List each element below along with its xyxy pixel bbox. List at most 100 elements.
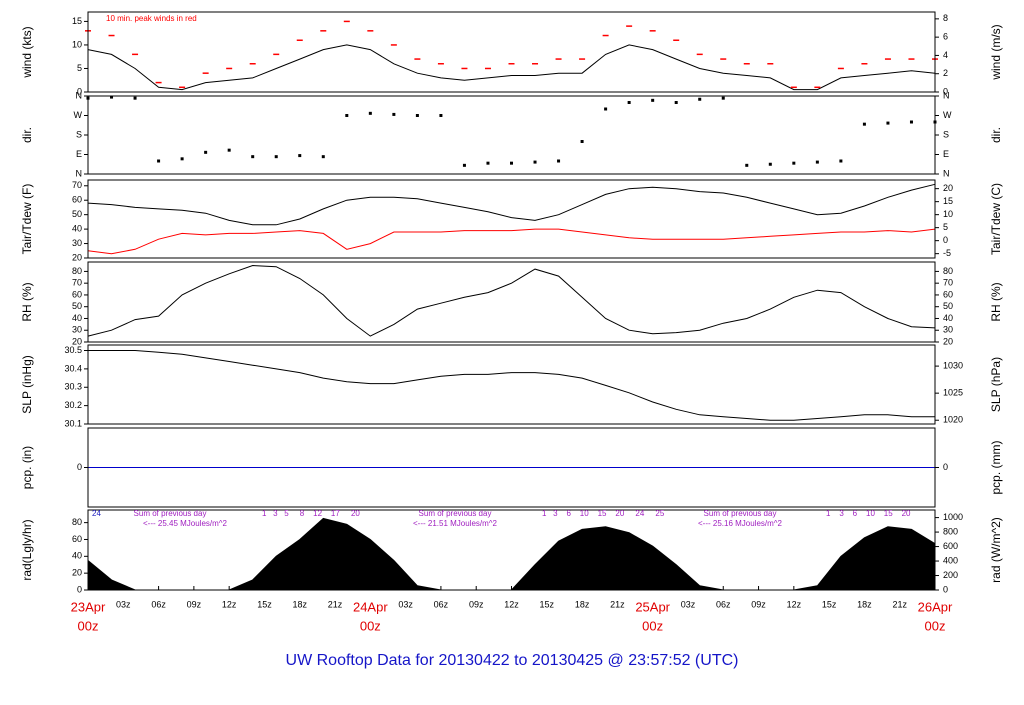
x-tick-label: 03z [398,599,413,609]
y-axis-label: pcp. (in) [20,446,34,489]
dir-point [604,107,608,111]
y2-tick-label: 30 [943,325,953,335]
y2-axis-label: rad (W/m^2) [989,517,1003,583]
dir-point [274,155,278,159]
y-tick-label: N [76,168,83,178]
x-tick-label: 15z [257,599,272,609]
panel-frame [87,179,936,259]
x-tick-label: 03z [116,599,131,609]
y2-tick-label: W [943,110,952,120]
x-tick-label: 23Apr [71,599,106,614]
y2-tick-label: 1025 [943,388,963,398]
y2-tick-label: 1000 [943,512,963,522]
dir-point [580,140,584,143]
x-tick-label2: 00z [78,618,99,633]
y-tick-label: 20 [72,336,82,346]
rad-annotation: 1 3 6 10 15 20 [826,509,911,518]
x-tick-label: 09z [187,599,202,609]
x-tick-label: 15z [540,599,555,609]
y-axis-label: rad(Lgly/hr) [20,519,34,580]
y2-tick-label: 200 [943,570,958,580]
dir-point [133,96,137,100]
x-tick-label: 06z [434,599,449,609]
y2-tick-label: 70 [943,278,953,288]
y2-tick-label: 5 [943,222,948,232]
x-tick-label: 06z [716,599,731,609]
dir-point [227,148,231,152]
x-tick-label: 18z [575,599,590,609]
y2-tick-label: 20 [943,336,953,346]
dir-point [298,154,302,158]
dir-point [745,163,749,167]
dir-point [839,159,843,163]
y2-tick-label: 1020 [943,415,963,425]
rad-annotation: <--- 25.16 MJoules/m^2 [698,519,783,528]
dir-point [110,95,114,99]
y2-tick-label: 20 [943,183,953,193]
dir-point [886,121,890,125]
y2-tick-label: -5 [943,248,951,258]
y2-tick-label: 0 [943,462,948,472]
y2-tick-label: 15 [943,196,953,206]
y-tick-label: 5 [77,63,82,73]
x-tick-label: 21z [328,599,343,609]
y2-tick-label: 6 [943,32,948,42]
x-tick-label: 26Apr [918,599,953,614]
dir-point [251,155,255,159]
y-tick-label: 30.3 [64,382,82,392]
x-tick-label2: 00z [642,618,663,633]
y-tick-label: 40 [72,551,82,561]
y-tick-label: 0 [77,462,82,472]
plot-area [86,95,937,167]
y2-tick-label: 60 [943,289,953,299]
y-axis-label: RH (%) [20,282,34,321]
dir-point [698,97,702,101]
x-tick-label: 03z [681,599,696,609]
series-line [87,44,936,91]
dir-point [321,155,325,159]
dir-point [415,114,419,117]
dir-point [204,150,208,154]
dir-point [627,101,631,104]
y-tick-label: 60 [72,534,82,544]
annotation: 10 min. peak winds in red [106,14,197,23]
dir-point [368,111,372,115]
panel-frame [87,344,936,425]
plot-area [88,350,935,421]
plot-area [87,264,936,337]
y2-axis-label: Tair/Tdew (C) [989,183,1003,255]
dir-point [557,159,561,163]
y2-tick-label: 600 [943,541,958,551]
radiation-area [87,517,936,591]
y2-axis-label: wind (m/s) [989,24,1003,80]
series-line [88,350,935,421]
y-tick-label: 60 [72,195,82,205]
y-tick-label: 10 [72,39,82,49]
plot-area [85,20,938,91]
y-tick-label: E [76,149,82,159]
y2-tick-label: N [943,168,950,178]
y2-axis-label: SLP (hPa) [989,357,1003,412]
series-line [87,264,936,337]
y2-tick-label: 800 [943,526,958,536]
dir-point [862,122,866,126]
x-tick-label: 21z [610,599,625,609]
dir-point [486,161,490,165]
y-tick-label: 40 [72,313,82,323]
y-tick-label: 30.2 [64,400,82,410]
y2-tick-label: 10 [943,209,953,219]
dir-point [768,162,772,166]
panel-frame [87,427,936,508]
dir-point [157,159,161,163]
x-tick-label2: 00z [925,618,946,633]
y-axis-label: wind (kts) [20,26,34,78]
rad-annotation: Sum of previous day [704,509,777,518]
x-tick-label: 18z [857,599,872,609]
y-tick-label: 20 [72,252,82,262]
dir-point [815,160,819,164]
x-tick-label: 24Apr [353,599,388,614]
x-tick-label: 15z [822,599,837,609]
y-tick-label: 20 [72,568,82,578]
